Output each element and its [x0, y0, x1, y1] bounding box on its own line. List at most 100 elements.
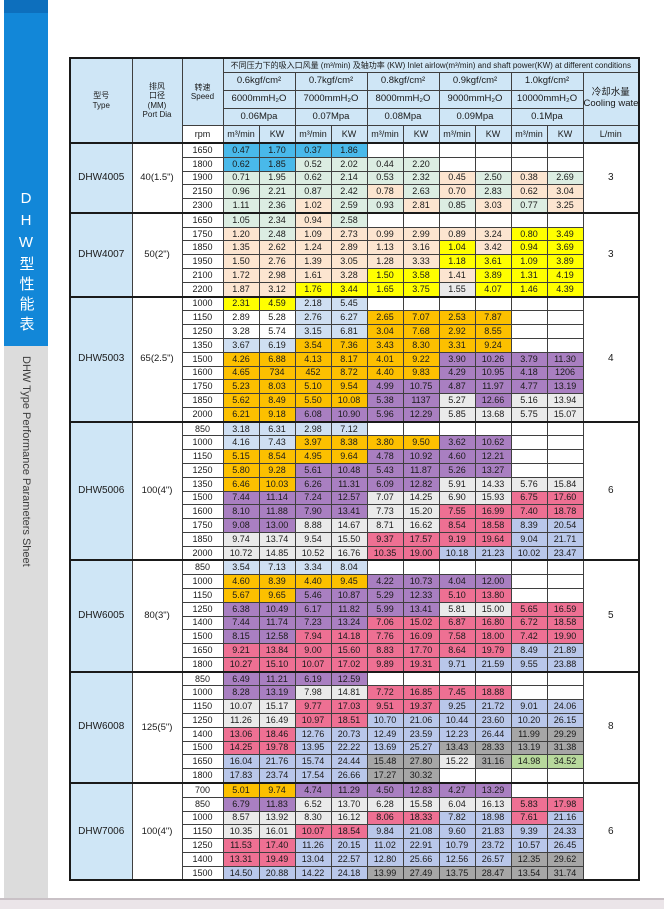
data-cell — [474, 211, 512, 228]
data-cell: 1.76 — [294, 281, 332, 298]
data-cell — [474, 295, 512, 312]
data-cell — [402, 670, 440, 687]
port-dia-cell: 100(4") — [131, 420, 183, 561]
data-cell: 0.87 — [294, 184, 332, 200]
data-cell: 9.55 — [510, 656, 548, 673]
data-cell: 5.26 — [438, 462, 476, 478]
data-cell: 9.25 — [438, 699, 476, 715]
data-cell: 5.91 — [438, 476, 476, 492]
data-cell: 1.72 — [222, 268, 260, 283]
data-cell: 13.84 — [258, 643, 296, 658]
data-cell: 15.60 — [330, 643, 368, 658]
data-cell: 9.24 — [474, 337, 512, 353]
data-cell: 10.87 — [330, 588, 368, 603]
table-row: 1600 8.10 11.88 7.90 13.41 7.73 15.20 7.55 16.99… — [70, 504, 639, 520]
data-cell — [546, 559, 584, 576]
rpm-cell: 700 — [181, 781, 224, 798]
data-cell: 11.31 — [330, 476, 368, 492]
data-cell: 34.52 — [546, 754, 584, 770]
data-cell: 5.46 — [294, 588, 332, 603]
rpm-cell: 1500 — [181, 490, 224, 506]
data-cell: 9.54 — [294, 531, 332, 547]
data-cell: 20.73 — [330, 726, 368, 742]
data-cell: 2.42 — [330, 184, 368, 200]
data-cell: 1.13 — [366, 240, 404, 256]
pressure-mmh2o-2: 8000mmH₂O — [366, 90, 440, 109]
data-cell: 10.72 — [222, 545, 260, 561]
rpm-cell: 1900 — [181, 170, 224, 186]
data-cell: 2.89 — [330, 240, 368, 256]
data-cell: 5.23 — [222, 379, 260, 395]
data-cell — [510, 295, 548, 312]
rpm-cell: 1400 — [181, 615, 224, 631]
data-cell: 13.69 — [366, 740, 404, 756]
data-cell: 4.29 — [438, 365, 476, 381]
data-cell: 3.18 — [222, 420, 260, 437]
data-cell: 9.74 — [258, 781, 296, 798]
data-cell: 12.56 — [438, 851, 476, 867]
data-cell: 18.78 — [546, 504, 584, 520]
data-cell: 6.81 — [330, 324, 368, 339]
data-cell: 1.39 — [294, 254, 332, 270]
data-cell: 10.75 — [402, 379, 440, 395]
data-cell: 0.94 — [510, 240, 548, 256]
data-cell — [510, 559, 548, 576]
rpm-cell: 2000 — [181, 406, 224, 423]
unit-power-1: KW — [330, 125, 368, 144]
unit-flow-1: m³/min — [294, 125, 332, 144]
data-cell: 19.37 — [402, 699, 440, 715]
data-cell: 1137 — [402, 393, 440, 408]
data-cell: 13.41 — [330, 504, 368, 520]
data-cell: 7.82 — [438, 810, 476, 826]
rpm-cell: 1800 — [181, 768, 224, 784]
data-cell: 1.61 — [294, 268, 332, 283]
data-cell — [510, 574, 548, 589]
data-cell: 6.04 — [438, 796, 476, 812]
data-cell: 8.54 — [258, 449, 296, 464]
rpm-cell: 1750 — [181, 226, 224, 242]
data-cell: 10.70 — [366, 713, 404, 728]
data-cell: 17.27 — [366, 768, 404, 784]
data-cell: 12.23 — [438, 726, 476, 742]
data-cell: 15.07 — [546, 406, 584, 423]
data-cell: 10.49 — [258, 601, 296, 617]
table-row: 1150 5.15 8.54 4.95 9.64 4.78 10.92 4.60 12.21 — [70, 449, 639, 464]
data-cell: 3.49 — [546, 226, 584, 242]
data-cell: 21.72 — [474, 699, 512, 715]
data-cell: 2.58 — [330, 211, 368, 228]
rpm-cell: 1150 — [181, 310, 224, 326]
data-cell: 2.62 — [258, 240, 296, 256]
data-cell: 7.24 — [294, 490, 332, 506]
data-cell: 6.38 — [222, 601, 260, 617]
data-cell: 7.13 — [258, 559, 296, 576]
sheet-title-cn: DHW型性能表 — [17, 190, 35, 336]
data-cell: 12.66 — [474, 393, 512, 408]
data-cell: 3.54 — [222, 559, 260, 576]
data-cell: 14.25 — [222, 740, 260, 756]
unit-flow-2: m³/min — [366, 125, 404, 144]
pressure-mmh2o-3: 9000mmH₂O — [438, 90, 512, 109]
cooling-water-cell: 4 — [582, 295, 640, 423]
data-cell: 6.90 — [438, 490, 476, 506]
data-cell: 3.58 — [402, 268, 440, 283]
data-cell: 4.01 — [366, 351, 404, 367]
data-cell: 9.01 — [510, 699, 548, 715]
data-cell: 2.48 — [258, 226, 296, 242]
data-cell: 19.31 — [402, 656, 440, 673]
rpm-cell: 1250 — [181, 462, 224, 478]
data-cell: 2.59 — [330, 198, 368, 214]
data-cell — [438, 670, 476, 687]
data-cell: 14.85 — [258, 545, 296, 561]
data-cell: 9.71 — [438, 656, 476, 673]
data-cell: 10.03 — [258, 476, 296, 492]
data-cell — [510, 588, 548, 603]
data-cell: 2.76 — [258, 254, 296, 270]
data-cell: 23.60 — [474, 713, 512, 728]
data-cell: 24.18 — [330, 865, 368, 881]
table-row: 1150 10.35 16.01 10.07 18.54 9.84 21.08 9.60 21.… — [70, 824, 639, 840]
data-cell: 13.24 — [330, 615, 368, 631]
cooling-water-cell: 6 — [582, 420, 640, 561]
data-cell: 4.26 — [222, 351, 260, 367]
data-cell: 23.59 — [402, 726, 440, 742]
data-cell: 1.95 — [258, 170, 296, 186]
